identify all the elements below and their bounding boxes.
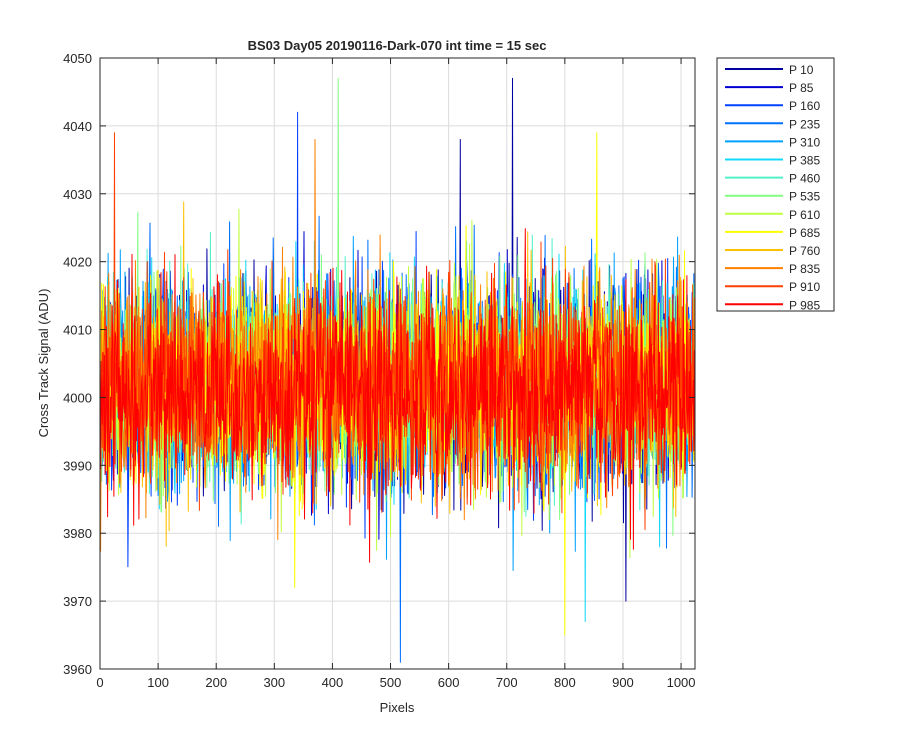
legend-label: P 910 [789,280,820,294]
x-tick-label: 0 [96,675,103,690]
y-tick-label: 3990 [63,458,92,473]
legend-label: P 985 [789,298,820,312]
x-axis-label: Pixels [380,700,415,715]
y-tick-label: 3970 [63,594,92,609]
y-axis-label: Cross Track Signal (ADU) [36,289,51,438]
y-tick-label: 3980 [63,526,92,541]
y-tick-label: 4030 [63,187,92,202]
y-tick-label: 4040 [63,119,92,134]
series-line-p-985 [100,228,696,563]
legend-label: P 85 [789,81,814,95]
legend: P 10 P 85 P 160 P 235 P 310 P 385 P 460 P 535 P … [716,57,835,312]
x-tick-label: 600 [438,675,460,690]
x-tick-label: 800 [554,675,576,690]
x-tick-label: 400 [322,675,344,690]
legend-label: P 835 [789,262,820,276]
x-tick-label: 100 [147,675,169,690]
x-tick-label: 200 [205,675,227,690]
y-tick-label: 3960 [63,662,92,677]
tick-layer: 0 100 200 300 400 500 600 700 800 900 1000 3960 3970… [63,51,695,690]
series-layer [100,77,696,663]
legend-label: P 10 [789,63,814,77]
x-tick-label: 300 [263,675,285,690]
legend-label: P 235 [789,117,820,131]
legend-label: P 310 [789,135,820,149]
legend-label: P 610 [789,208,820,222]
legend-label: P 535 [789,190,820,204]
chart-title: BS03 Day05 20190116-Dark-070 int time = … [248,38,547,53]
x-tick-label: 500 [380,675,402,690]
legend-label: P 685 [789,226,820,240]
y-tick-label: 4050 [63,51,92,66]
x-tick-label: 700 [496,675,518,690]
y-tick-label: 4000 [63,390,92,405]
legend-label: P 760 [789,244,820,258]
legend-label: P 160 [789,99,820,113]
legend-label: P 460 [789,172,820,186]
x-tick-label: 900 [612,675,634,690]
y-tick-label: 4010 [63,323,92,338]
y-tick-label: 4020 [63,255,92,270]
x-tick-label: 1000 [667,675,696,690]
legend-label: P 385 [789,154,820,168]
plot-area-frame [99,57,696,670]
